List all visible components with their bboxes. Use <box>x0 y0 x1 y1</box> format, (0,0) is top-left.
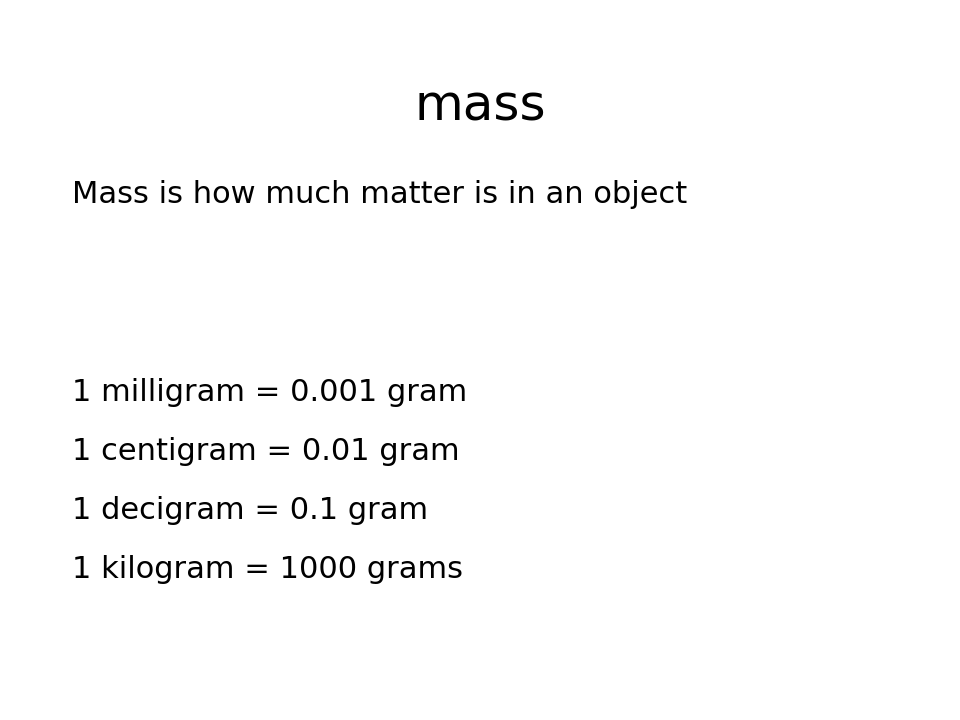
Text: Mass is how much matter is in an object: Mass is how much matter is in an object <box>72 180 687 209</box>
Text: mass: mass <box>414 83 546 131</box>
Text: 1 centigram = 0.01 gram: 1 centigram = 0.01 gram <box>72 437 460 466</box>
Text: 1 decigram = 0.1 gram: 1 decigram = 0.1 gram <box>72 496 428 525</box>
Text: 1 milligram = 0.001 gram: 1 milligram = 0.001 gram <box>72 378 468 407</box>
Text: 1 kilogram = 1000 grams: 1 kilogram = 1000 grams <box>72 555 463 584</box>
